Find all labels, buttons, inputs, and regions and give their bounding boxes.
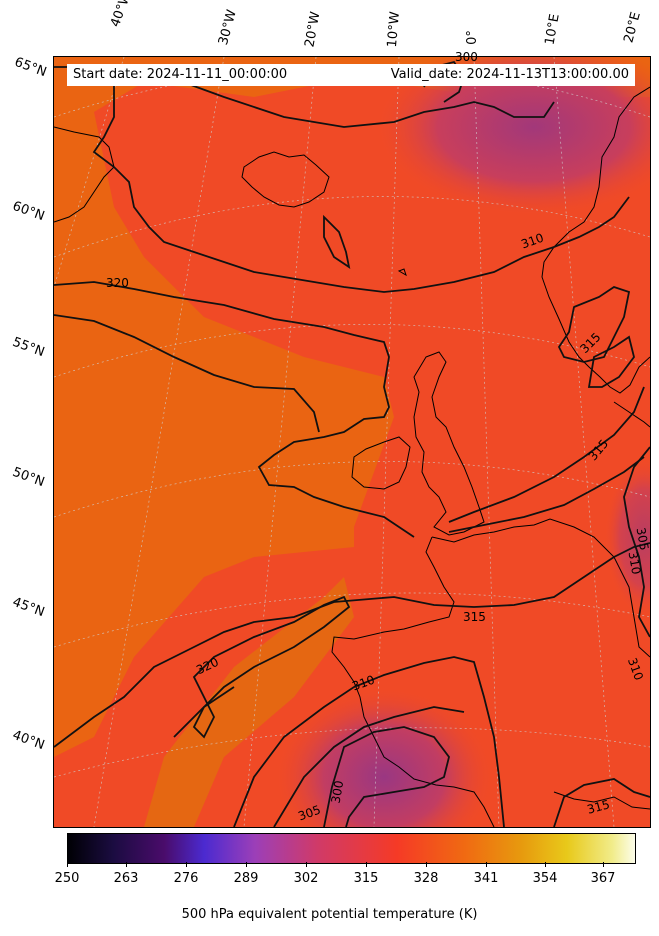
contour-label: 320 <box>106 276 129 290</box>
colorbar-tick-mark <box>126 862 127 867</box>
colorbar-tick-mark <box>306 862 307 867</box>
valid-date-text: Valid_date: 2024-11-13T13:00:00.00 <box>390 67 629 82</box>
lat-tick: 45°N <box>10 594 47 621</box>
date-info-box: Start date: 2024-11-11_00:00:00 Valid_da… <box>67 64 635 86</box>
colorbar-tick-label: 354 <box>532 871 558 886</box>
colorbar-tick-label: 263 <box>113 871 139 886</box>
colorbar-tick-label: 276 <box>173 871 199 886</box>
lon-tick: 20°E <box>621 10 644 45</box>
colorbar-tick-label: 367 <box>590 871 616 886</box>
colorbar-tick-label: 302 <box>293 871 319 886</box>
colorbar-tick-mark <box>186 862 187 867</box>
colorbar-tick-label: 341 <box>473 871 499 886</box>
colorbar-tick-label: 250 <box>54 871 80 886</box>
coastlines <box>54 86 650 827</box>
cool-region-east <box>604 457 650 617</box>
lon-tick: 10°E <box>542 12 563 47</box>
warm-region-south <box>144 577 354 827</box>
colorbar-label: 500 hPa equivalent potential temperature… <box>181 907 478 922</box>
colorbar <box>67 833 636 864</box>
lon-tick: 0° <box>464 30 480 45</box>
lat-tick: 65°N <box>12 54 49 81</box>
lon-tick: 10°W <box>384 10 403 49</box>
colorbar-tick-label: 328 <box>413 871 439 886</box>
start-date-text: Start date: 2024-11-11_00:00:00 <box>73 67 288 82</box>
lat-tick: 60°N <box>10 198 47 225</box>
lat-tick: 40°N <box>10 727 47 754</box>
colorbar-tick-mark <box>366 862 367 867</box>
colorbar-tick-mark <box>603 862 604 867</box>
colorbar-tick-mark <box>426 862 427 867</box>
contour-label: 315 <box>463 610 486 624</box>
colorbar-tick-mark <box>67 862 68 867</box>
colorbar-tick-mark <box>545 862 546 867</box>
lon-tick: 20°W <box>302 10 324 49</box>
graticule <box>54 57 650 827</box>
colorbar-tick-label: 315 <box>353 871 379 886</box>
map-svg <box>54 57 650 827</box>
lat-tick: 55°N <box>10 334 47 361</box>
colorbar-tick-mark <box>486 862 487 867</box>
colorbar-tick-mark <box>246 862 247 867</box>
contours <box>54 60 650 827</box>
warm-region-west <box>54 57 650 757</box>
colorbar-tick-label: 289 <box>233 871 259 886</box>
map-panel <box>53 56 651 828</box>
cool-region-north <box>374 57 650 217</box>
lat-tick: 50°N <box>10 464 47 491</box>
contour-label: 300 <box>455 50 478 64</box>
lon-tick: 30°W <box>216 8 240 47</box>
lon-tick: 40°W <box>108 0 135 30</box>
